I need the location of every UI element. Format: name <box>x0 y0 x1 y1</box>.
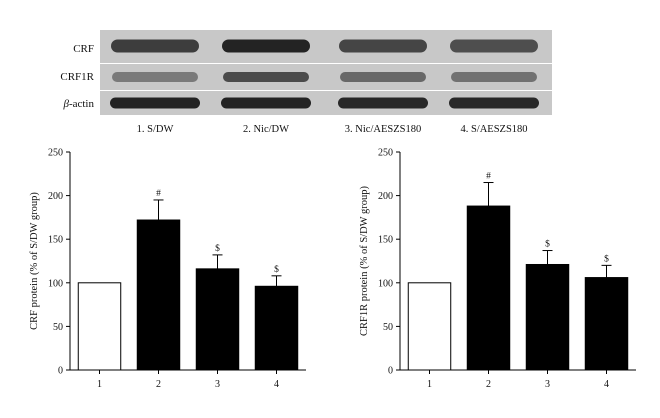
y-axis-label: CRF protein (% of S/DW group) <box>29 192 40 330</box>
significance-marker: $ <box>604 253 609 264</box>
lane-label-3: 3. Nic/AESZS180 <box>345 124 421 135</box>
bar <box>466 205 511 371</box>
blot-band <box>223 72 309 82</box>
crf-bar-chart: 0 50 100 150 200 250 CRF protein (% of S/DW gr… <box>29 148 306 390</box>
y-tick-label: 50 <box>383 322 393 333</box>
bar <box>77 282 122 371</box>
bar <box>584 277 629 371</box>
lane-label-1: 1. S/DW <box>137 124 174 135</box>
blot-row-crf: CRF <box>73 30 552 63</box>
blot-label-beta-actin: β-actin <box>62 98 94 110</box>
blot-band <box>339 39 427 53</box>
y-axis-label: CRF1R protein (% of S/DW group) <box>359 185 370 336</box>
y-tick-label: 250 <box>378 148 393 159</box>
blot-band <box>222 39 310 53</box>
significance-marker: # <box>486 172 491 182</box>
bar <box>195 268 240 371</box>
blot-band <box>221 97 311 109</box>
bar <box>407 282 452 371</box>
lane-label-2: 2. Nic/DW <box>243 124 289 135</box>
blot-band <box>112 72 198 82</box>
y-tick-label: 0 <box>388 366 393 377</box>
blot-lane-labels: 1. S/DW 2. Nic/DW 3. Nic/AESZS180 4. S/A… <box>137 124 528 135</box>
x-tick-label: 2 <box>156 379 161 390</box>
blot-bands-beta-actin <box>110 97 539 109</box>
bar <box>525 263 570 371</box>
x-tick-label: 3 <box>215 379 220 390</box>
y-tick-label: 200 <box>48 191 63 202</box>
blot-row-crf1r: CRF1R <box>60 64 552 90</box>
significance-marker: # <box>156 189 161 199</box>
y-tick-label: 100 <box>48 278 63 289</box>
blot-band <box>450 39 538 53</box>
x-tick-label: 3 <box>545 379 550 390</box>
x-tick-label: 1 <box>97 379 102 390</box>
blot-band <box>111 39 199 53</box>
y-tick-label: 250 <box>48 148 63 159</box>
blot-label-beta-symbol: β <box>62 98 69 110</box>
y-tick-label: 200 <box>378 191 393 202</box>
y-tick-label: 50 <box>53 322 63 333</box>
blot-label-crf: CRF <box>73 43 94 55</box>
significance-marker: $ <box>274 264 279 275</box>
blot-bands-crf <box>111 39 538 53</box>
blot-bands-crf1r <box>112 72 537 82</box>
lane-label-4: 4. S/AESZS180 <box>460 124 527 135</box>
significance-marker: $ <box>545 239 550 250</box>
blot-row-beta-actin: β-actin <box>62 91 552 115</box>
significance-marker: $ <box>215 243 220 254</box>
crf1r-bar-chart: 0 50 100 150 200 250 CRF1R protein (% of S/DW … <box>359 148 636 390</box>
x-tick-label: 4 <box>274 379 279 390</box>
blot-band <box>449 97 539 109</box>
bar <box>136 219 181 371</box>
blot-band <box>338 97 428 109</box>
x-tick-label: 2 <box>486 379 491 390</box>
blot-label-actin-text: -actin <box>69 98 95 110</box>
y-tick-label: 0 <box>58 366 63 377</box>
bar <box>254 285 299 371</box>
y-tick-label: 150 <box>378 235 393 246</box>
blot-label-crf1r: CRF1R <box>60 71 94 83</box>
blot-band <box>110 97 200 109</box>
y-tick-label: 100 <box>378 278 393 289</box>
western-blot-panel: CRF CRF1R β-actin 1. S/DW 2. Nic/DW 3. N… <box>60 30 552 135</box>
y-tick-label: 150 <box>48 235 63 246</box>
x-tick-label: 4 <box>604 379 609 390</box>
blot-band <box>340 72 426 82</box>
blot-band <box>451 72 537 82</box>
x-tick-label: 1 <box>427 379 432 390</box>
